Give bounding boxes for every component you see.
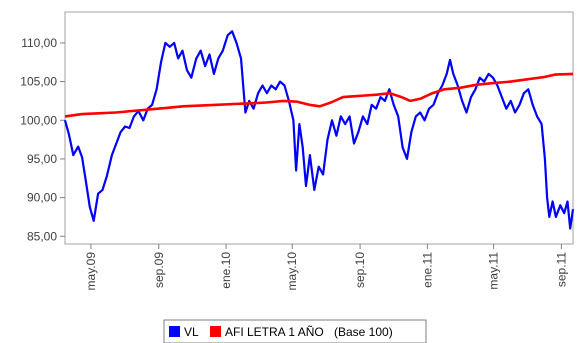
x-tick-label: sep.09 xyxy=(152,252,166,288)
legend-note: (Base 100) xyxy=(334,325,393,339)
x-tick-label: ene.11 xyxy=(420,252,434,288)
legend-box xyxy=(163,319,427,343)
y-tick-label: 90,00 xyxy=(27,191,57,205)
y-tick-label: 100,00 xyxy=(20,113,57,127)
x-axis: may.09 sep.09 ene.10 may.10 sep.10 ene.11 may.… xyxy=(84,244,568,290)
y-axis: 85,00 90,00 95,00 100,00 105,00 110,00 xyxy=(20,36,65,243)
series-line-afi-letra-1-ano xyxy=(64,72,574,118)
legend-label-afi-letra: AFI LETRA 1 AÑO xyxy=(225,325,324,339)
y-tick-label: 105,00 xyxy=(20,75,57,89)
legend: VL AFI LETRA 1 AÑO (Base 100) xyxy=(163,319,427,343)
y-tick-label: 110,00 xyxy=(21,36,57,50)
legend-swatch-afi-letra xyxy=(210,326,221,337)
series-line-vl xyxy=(63,30,575,230)
legend-label-vl: VL xyxy=(184,325,199,339)
x-tick-label: may.10 xyxy=(285,252,299,291)
x-tick-label: ene.10 xyxy=(219,252,233,289)
y-tick-label: 85,00 xyxy=(27,229,57,243)
series-group xyxy=(63,30,575,230)
x-tick-label: sep.10 xyxy=(353,252,367,288)
x-tick-label: may.11 xyxy=(487,252,501,290)
legend-swatch-vl xyxy=(169,326,180,337)
y-tick-label: 95,00 xyxy=(27,152,57,166)
plot-area xyxy=(64,11,574,245)
x-tick-label: sep.11 xyxy=(554,252,568,287)
x-tick-label: may.09 xyxy=(84,252,98,291)
